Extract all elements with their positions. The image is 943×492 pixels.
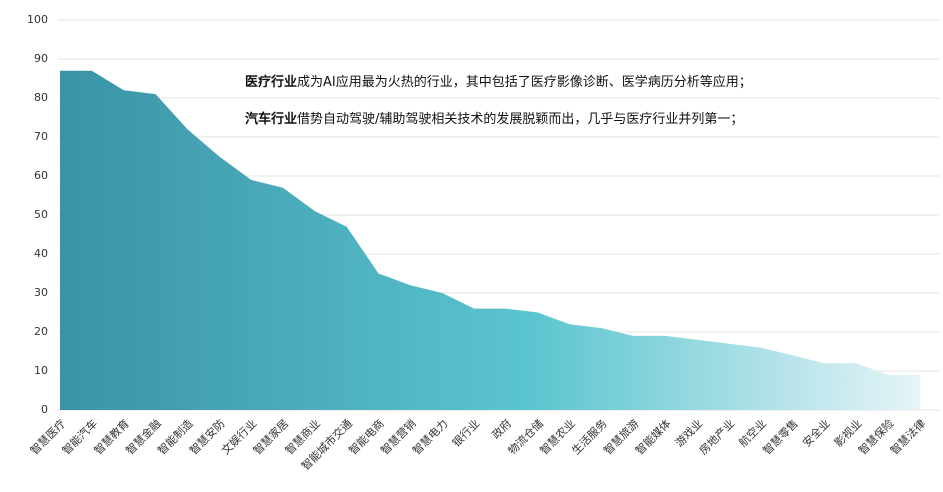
y-tick-label: 70 <box>34 130 48 143</box>
annotation-bold: 汽车行业 <box>245 111 297 127</box>
y-tick-label: 60 <box>34 169 48 182</box>
annotation: 汽车行业借势自动驾驶/辅助驾驶相关技术的发展脱颖而出，几乎与医疗行业并列第一； <box>245 111 743 127</box>
annotation-bold: 医疗行业 <box>245 74 297 90</box>
y-tick-label: 50 <box>34 208 48 221</box>
y-tick-label: 20 <box>34 325 48 338</box>
y-tick-label: 40 <box>34 247 48 260</box>
plot <box>60 70 920 410</box>
y-tick-label: 30 <box>34 286 48 299</box>
area <box>60 70 920 410</box>
annotation: 医疗行业成为AI应用最为火热的行业，其中包括了医疗影像诊断、医学病历分析等应用； <box>245 74 752 90</box>
x-tick-label: 智慧电力 <box>409 416 450 457</box>
y-tick-label: 100 <box>27 13 48 26</box>
y-tick-label: 10 <box>34 364 48 377</box>
y-tick-label: 80 <box>34 91 48 104</box>
x-tick-label: 安全业 <box>799 416 832 449</box>
x-tick-label: 智慧零售 <box>760 416 801 457</box>
x-tick-label: 智能媒体 <box>632 416 673 457</box>
annotation-text: 借势自动驾驶/辅助驾驶相关技术的发展脱颖而出，几乎与医疗行业并列第一； <box>297 111 743 127</box>
x-tick-label: 政府 <box>489 416 514 441</box>
y-tick-label: 90 <box>34 52 48 65</box>
x-tick-label: 银行业 <box>449 416 482 449</box>
x-tick-label: 房地产业 <box>696 416 737 457</box>
x-tick-label: 智慧法律 <box>887 416 928 457</box>
annotation-text: 成为AI应用最为火热的行业，其中包括了医疗影像诊断、医学病历分析等应用； <box>297 74 752 90</box>
y-tick-label: 0 <box>41 403 48 416</box>
